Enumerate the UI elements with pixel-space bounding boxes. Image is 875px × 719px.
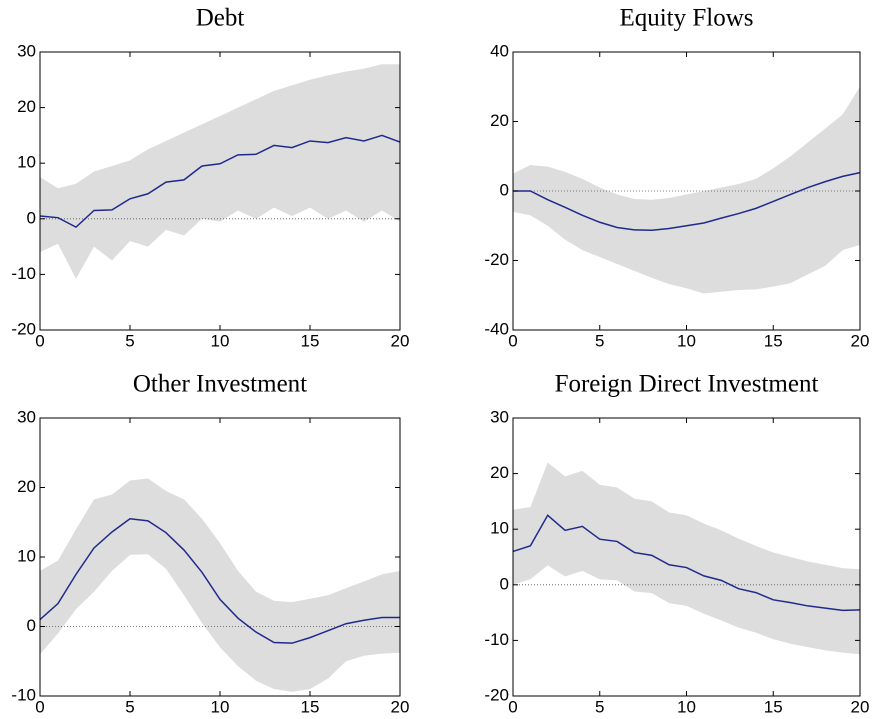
subplot-title: Equity Flows	[619, 5, 753, 32]
y-tick-label: 0	[500, 180, 509, 199]
y-tick-label: -40	[484, 319, 509, 338]
x-tick-label: 0	[508, 331, 517, 350]
x-tick-label: 10	[211, 697, 230, 716]
y-tick-label: 10	[490, 519, 509, 538]
y-tick-label: 30	[17, 41, 36, 60]
subplot-title: Debt	[196, 5, 245, 32]
x-tick-label: 10	[211, 331, 230, 350]
y-tick-label: -20	[484, 685, 509, 704]
x-tick-label: 0	[35, 697, 44, 716]
y-tick-label: 30	[490, 407, 509, 426]
y-tick-label: -10	[11, 685, 36, 704]
y-tick-label: 10	[17, 546, 36, 565]
x-tick-label: 5	[595, 331, 604, 350]
x-tick-label: 20	[851, 331, 870, 350]
line	[512, 514, 861, 612]
y-tick-label: 20	[490, 111, 509, 130]
y-tick-label: 0	[500, 574, 509, 593]
y-tick-label: 40	[490, 41, 509, 60]
y-tick-label: 0	[27, 208, 36, 227]
y-tick-label: -10	[11, 264, 36, 283]
x-tick-label: 15	[764, 697, 783, 716]
y-tick-label: 0	[27, 616, 36, 635]
x-tick-label: 20	[391, 331, 410, 350]
x-tick-label: 10	[677, 331, 696, 350]
x-tick-label: 15	[764, 331, 783, 350]
x-tick-label: 10	[677, 697, 696, 716]
x-tick-label: 5	[125, 697, 134, 716]
y-tick-label: 20	[17, 477, 36, 496]
x-tick-label: 5	[595, 697, 604, 716]
x-tick-label: 15	[301, 331, 320, 350]
x-tick-label: 0	[35, 331, 44, 350]
y-tick-label: 10	[17, 153, 36, 172]
y-tick-label: 20	[17, 97, 36, 116]
y-tick-label: -10	[484, 630, 509, 649]
line	[513, 171, 861, 232]
confidence-band	[40, 64, 400, 279]
x-tick-label: 0	[508, 697, 517, 716]
x-tick-label: 15	[301, 697, 320, 716]
y-tick-label: -20	[11, 319, 36, 338]
subplot-title: Foreign Direct Investment	[555, 371, 819, 398]
confidence-band	[513, 462, 860, 655]
x-tick-label: 5	[125, 331, 134, 350]
line	[39, 517, 400, 644]
x-tick-label: 20	[391, 697, 410, 716]
subplot-title: Other Investment	[133, 371, 307, 398]
x-tick-label: 20	[851, 697, 870, 716]
confidence-band	[40, 478, 400, 692]
y-tick-label: -20	[484, 250, 509, 269]
confidence-band	[513, 86, 860, 294]
line	[39, 134, 401, 229]
y-tick-label: 20	[490, 463, 509, 482]
y-tick-label: 30	[17, 407, 36, 426]
